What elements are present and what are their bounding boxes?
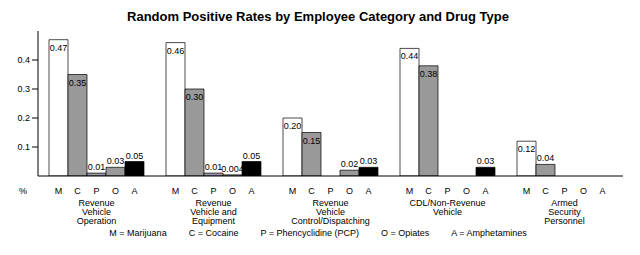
svg-text:0.20: 0.20 <box>284 121 302 131</box>
svg-text:C: C <box>542 186 549 196</box>
svg-text:P: P <box>444 186 450 196</box>
svg-text:C: C <box>74 186 81 196</box>
svg-text:A: A <box>365 186 371 196</box>
svg-text:ArmedSecurityPersonnel: ArmedSecurityPersonnel <box>544 198 585 226</box>
svg-text:0.1: 0.1 <box>17 142 30 152</box>
svg-text:0.02: 0.02 <box>341 159 359 169</box>
svg-text:0.004: 0.004 <box>221 164 244 174</box>
svg-text:A: A <box>482 186 488 196</box>
html-text:P = Phencyclidine (PCP): P = Phencyclidine (PCP) <box>260 228 360 238</box>
svg-text:0.01: 0.01 <box>205 162 223 172</box>
svg-text:0.4: 0.4 <box>17 55 30 65</box>
html-text:A = Amphetamines: A = Amphetamines <box>451 228 527 238</box>
svg-text:0.2: 0.2 <box>17 113 30 123</box>
svg-text:A: A <box>599 186 605 196</box>
html-text:C = Cocaine: C = Cocaine <box>188 228 239 238</box>
svg-text:P: P <box>93 186 99 196</box>
svg-text:M: M <box>55 186 63 196</box>
svg-text:C: C <box>308 186 315 196</box>
svg-text:0.05: 0.05 <box>243 151 261 161</box>
svg-text:0.03: 0.03 <box>477 156 495 166</box>
svg-text:P: P <box>327 186 333 196</box>
svg-text:0.12: 0.12 <box>518 144 536 154</box>
svg-text:CDL/Non-RevenueVehicle: CDL/Non-RevenueVehicle <box>409 198 485 217</box>
svg-text:0.01: 0.01 <box>88 162 106 172</box>
svg-text:0.03: 0.03 <box>107 156 125 166</box>
svg-text:M: M <box>523 186 531 196</box>
svg-text:0.30: 0.30 <box>186 92 204 102</box>
svg-text:0.44: 0.44 <box>401 51 419 61</box>
svg-text:C: C <box>191 186 198 196</box>
svg-text:RevenueVehicleOperation: RevenueVehicleOperation <box>77 198 117 226</box>
svg-text:C: C <box>425 186 432 196</box>
html-text:O = Opiates: O = Opiates <box>381 228 430 238</box>
svg-text:M: M <box>289 186 297 196</box>
svg-text:0.05: 0.05 <box>126 151 144 161</box>
svg-text:0.03: 0.03 <box>360 156 378 166</box>
svg-text:A: A <box>131 186 137 196</box>
svg-text:0.15: 0.15 <box>303 136 321 146</box>
svg-text:P: P <box>210 186 216 196</box>
svg-text:RevenueVehicleControl/Dispatch: RevenueVehicleControl/Dispatching <box>291 198 370 226</box>
svg-text:0.46: 0.46 <box>167 46 185 56</box>
html-text:Random Positive Rates by Emplo: Random Positive Rates by Employee Catego… <box>127 9 509 24</box>
svg-text:M: M <box>406 186 414 196</box>
svg-text:0.38: 0.38 <box>420 69 438 79</box>
svg-text:P: P <box>561 186 567 196</box>
svg-text:M: M <box>172 186 180 196</box>
svg-text:0.47: 0.47 <box>50 43 68 53</box>
svg-text:0.04: 0.04 <box>537 153 555 163</box>
svg-text:0.3: 0.3 <box>17 84 30 94</box>
svg-text:A: A <box>248 186 254 196</box>
svg-text:0.35: 0.35 <box>69 78 87 88</box>
svg-text:O: O <box>112 186 119 196</box>
svg-text:O: O <box>229 186 236 196</box>
svg-text:O: O <box>346 186 353 196</box>
svg-text:RevenueVehicle andEquipmentMai: RevenueVehicle andEquipmentMaintenance <box>188 198 240 226</box>
svg-text:%: % <box>19 186 27 196</box>
html-text:M = Marijuana: M = Marijuana <box>109 228 167 238</box>
svg-text:O: O <box>580 186 587 196</box>
svg-text:O: O <box>463 186 470 196</box>
